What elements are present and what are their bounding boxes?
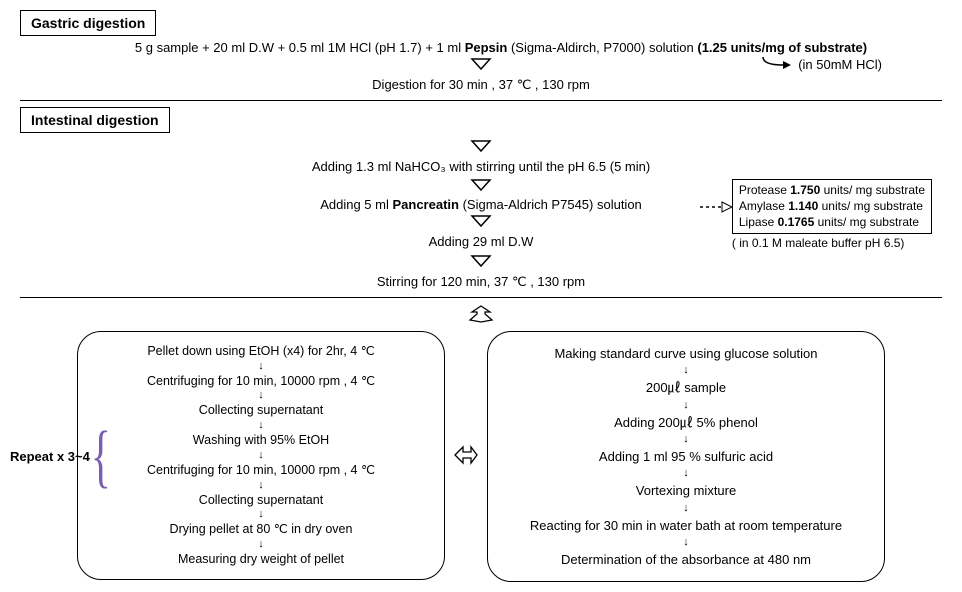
- buffer-note: ( in 0.1 M maleate buffer pH 6.5): [732, 236, 905, 250]
- r3: Adding 200㎕ 5% phenol: [506, 411, 866, 434]
- protease-val: 1.750: [790, 183, 820, 197]
- la3: ↓: [96, 420, 426, 431]
- ra1: ↓: [506, 365, 866, 376]
- right-procedure-box: Making standard curve using glucose solu…: [487, 331, 885, 583]
- lipase-val: 0.1765: [778, 215, 815, 229]
- ra2: ↓: [506, 400, 866, 411]
- l3: Collecting supernatant: [96, 401, 426, 420]
- l2: Centrifuging for 10 min, 10000 rpm , 4 ℃: [96, 372, 426, 391]
- diamond-arrow-icon: [453, 442, 479, 471]
- nahco3-line: Adding 1.3 ml NaHCO₃ with stirring until…: [20, 158, 942, 176]
- lipase-pre: Lipase: [739, 215, 778, 229]
- la5: ↓: [96, 480, 426, 491]
- gastric-sample-line: 5 g sample + 20 ml D.W + 0.5 ml 1M HCl (…: [135, 40, 867, 55]
- amylase-unit: units/ mg substrate: [818, 199, 923, 213]
- enzyme-group: Protease 1.750 units/ mg substrate Amyla…: [698, 179, 932, 250]
- amylase-val: 1.140: [788, 199, 818, 213]
- protease-unit: units/ mg substrate: [820, 183, 925, 197]
- r2: 200㎕ sample: [506, 376, 866, 399]
- protease-pre: Protease: [739, 183, 790, 197]
- r6: Reacting for 30 min in water bath at roo…: [506, 514, 866, 537]
- dashed-arrow-icon: [698, 198, 732, 216]
- r5: Vortexing mixture: [506, 479, 866, 502]
- hcl-note-group: (in 50mM HCl): [757, 55, 882, 72]
- pancreatin-line: Adding 5 ml Pancreatin (Sigma-Aldrich P7…: [320, 197, 642, 212]
- enzyme-box: Protease 1.750 units/ mg substrate Amyla…: [732, 179, 932, 234]
- ra6: ↓: [506, 537, 866, 548]
- amylase-pre: Amylase: [739, 199, 788, 213]
- sample-mid: (Sigma-Aldirch, P7000) solution: [507, 40, 697, 55]
- l1: Pellet down using EtOH (x4) for 2hr, 4 ℃: [96, 342, 426, 361]
- boxes-row: Repeat x 3~4 { Pellet down using EtOH (x…: [20, 331, 942, 583]
- r1: Making standard curve using glucose solu…: [506, 342, 866, 365]
- pepsin-units: (1.25 units/mg of substrate): [697, 40, 867, 55]
- la4: ↓: [96, 450, 426, 461]
- repeat-label: Repeat x 3~4: [10, 449, 90, 464]
- r7: Determination of the absorbance at 480 n…: [506, 548, 866, 571]
- panc-prefix: Adding 5 ml: [320, 197, 392, 212]
- arrow-down-2: [20, 139, 942, 156]
- l7: Drying pellet at 80 ℃ in dry oven: [96, 520, 426, 539]
- stirring-line: Stirring for 120 min, 37 ℃ , 130 rpm: [20, 273, 942, 291]
- pepsin-label: Pepsin: [465, 40, 508, 55]
- ra5: ↓: [506, 503, 866, 514]
- hcl-note: (in 50mM HCl): [798, 57, 882, 72]
- ra3: ↓: [506, 434, 866, 445]
- ra4: ↓: [506, 468, 866, 479]
- gastric-digestion-line: Digestion for 30 min , 37 ℃ , 130 rpm: [20, 76, 942, 94]
- r4: Adding 1 ml 95 % sulfuric acid: [506, 445, 866, 468]
- brace-icon: {: [91, 429, 111, 485]
- la6: ↓: [96, 509, 426, 520]
- arrow-down-5: [20, 254, 942, 271]
- panc-suffix: (Sigma-Aldrich P7545) solution: [459, 197, 642, 212]
- sample-prefix: 5 g sample + 20 ml D.W + 0.5 ml 1M HCl (…: [135, 40, 465, 55]
- l6: Collecting supernatant: [96, 491, 426, 510]
- lipase-unit: units/ mg substrate: [814, 215, 919, 229]
- left-procedure-box: Pellet down using EtOH (x4) for 2hr, 4 ℃…: [77, 331, 445, 580]
- l5: Centrifuging for 10 min, 10000 rpm , 4 ℃: [96, 461, 426, 480]
- divider-1: [20, 100, 942, 101]
- pancreatin-label: Pancreatin: [392, 197, 458, 212]
- l8: Measuring dry weight of pellet: [96, 550, 426, 569]
- divider-2: [20, 297, 942, 298]
- la2: ↓: [96, 390, 426, 401]
- l4: Washing with 95% EtOH: [96, 431, 426, 450]
- la7: ↓: [96, 539, 426, 550]
- pancreatin-row: Adding 5 ml Pancreatin (Sigma-Aldrich P7…: [20, 197, 942, 212]
- la1: ↓: [96, 361, 426, 372]
- curved-arrow-icon: [761, 55, 791, 69]
- intestinal-header: Intestinal digestion: [20, 107, 170, 133]
- split-arrow: [20, 304, 942, 327]
- repeat-brace: Repeat x 3~4 {: [10, 429, 117, 485]
- gastric-sample-row: 5 g sample + 20 ml D.W + 0.5 ml 1M HCl (…: [60, 40, 942, 55]
- gastric-header: Gastric digestion: [20, 10, 156, 36]
